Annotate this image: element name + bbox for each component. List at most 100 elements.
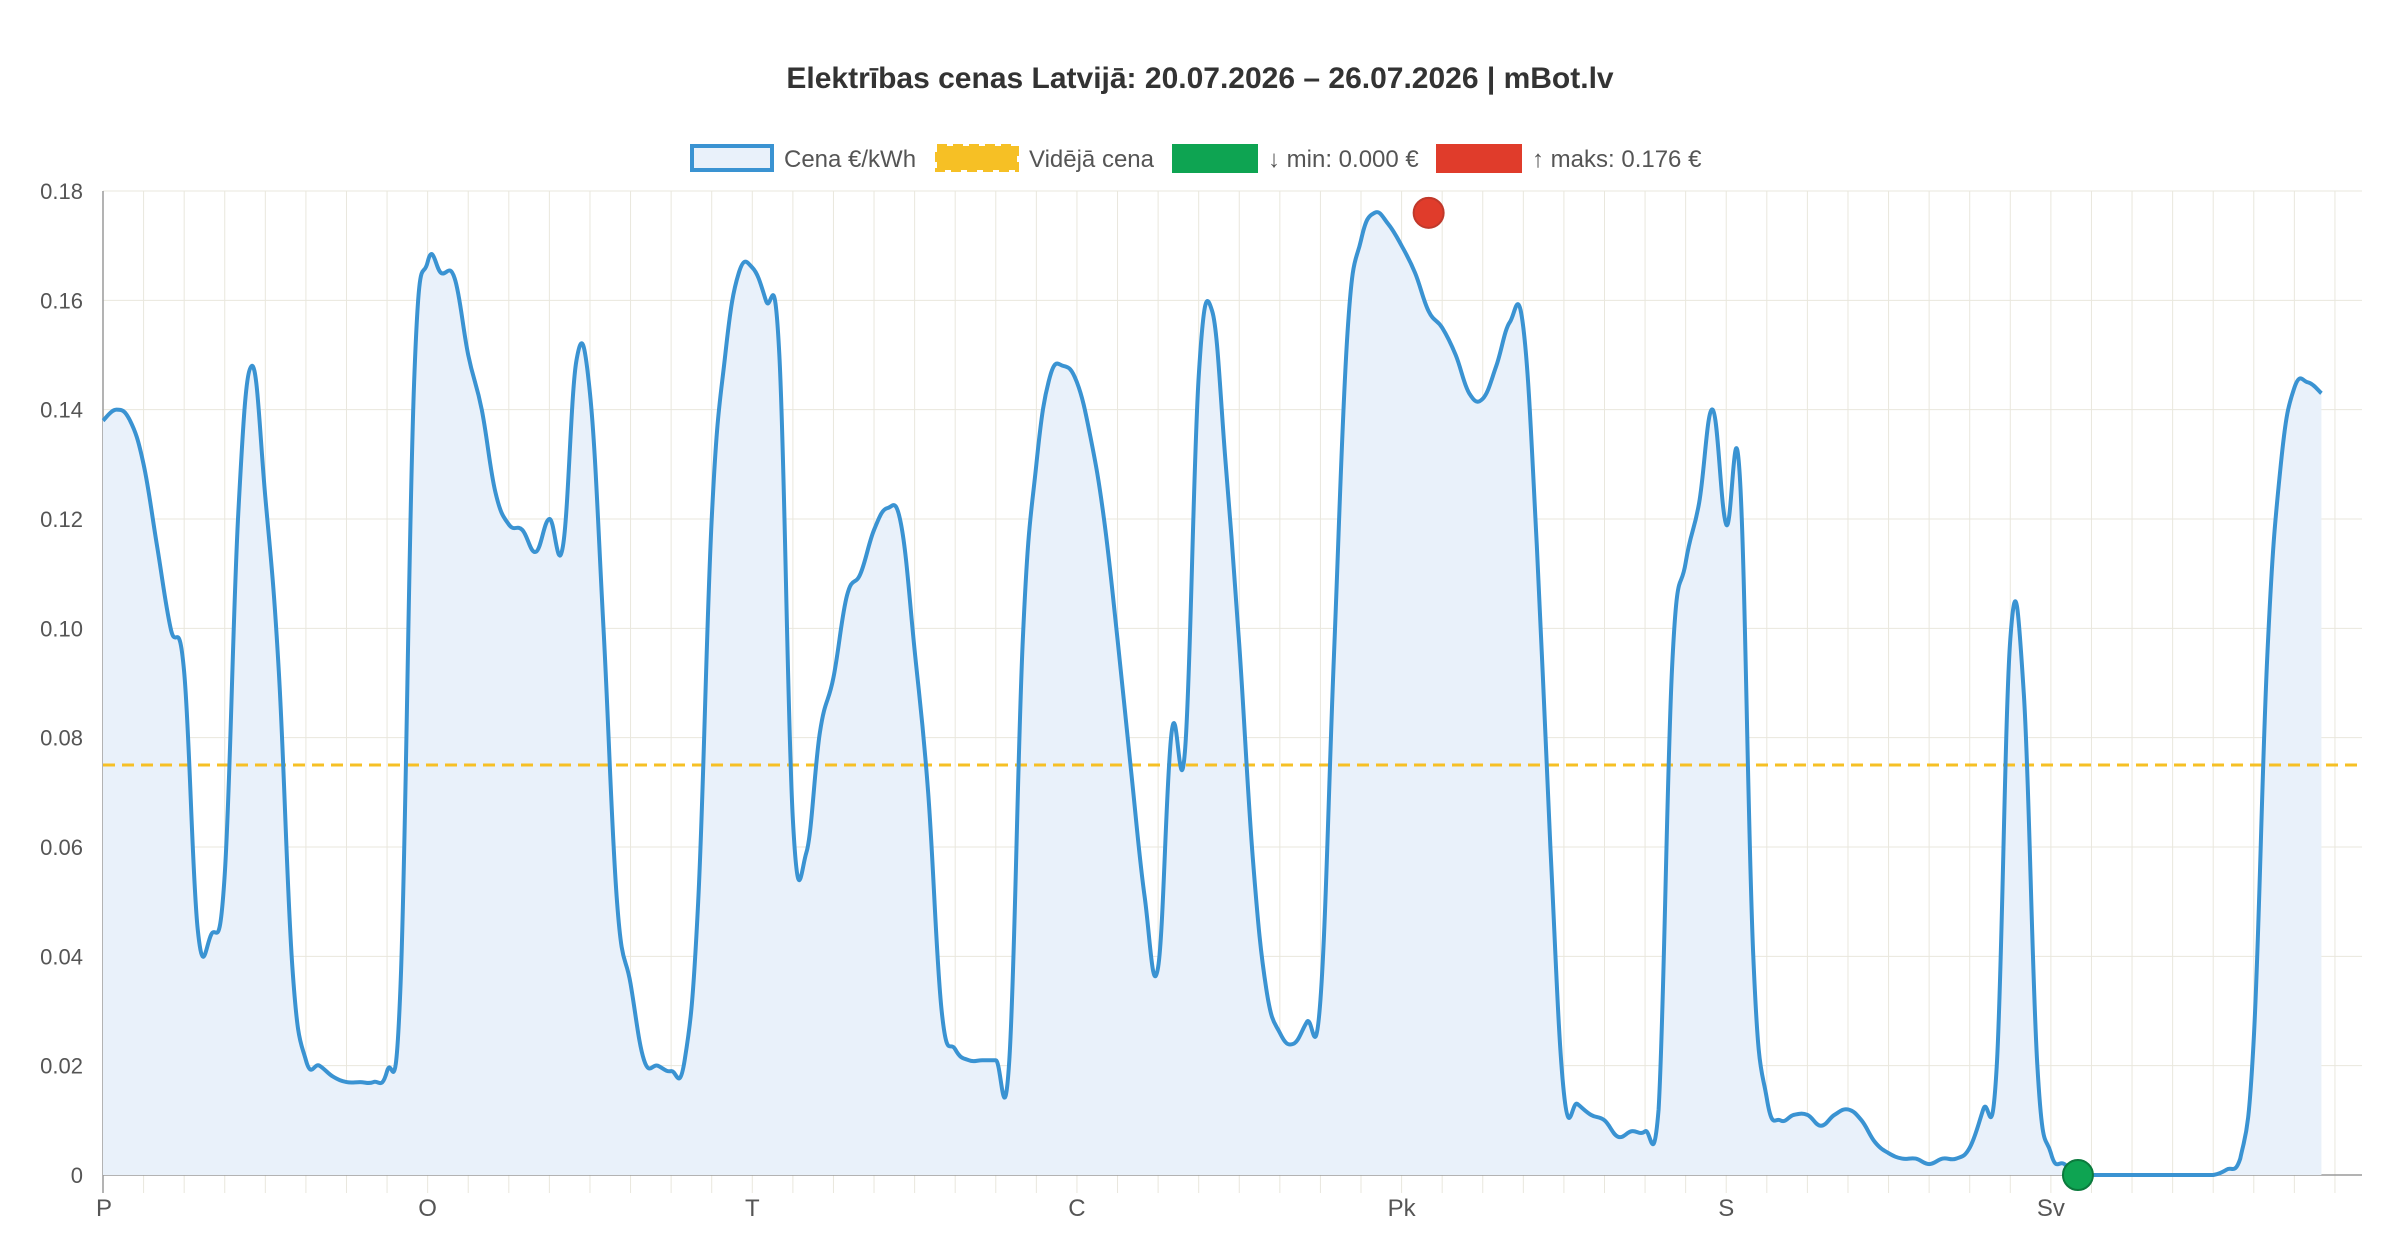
x-tick-label: O	[418, 1195, 437, 1222]
price-point	[737, 271, 741, 275]
legend-swatch-average	[935, 144, 1019, 172]
price-point	[250, 364, 254, 368]
y-tick-label: 0.04	[40, 944, 83, 969]
price-point	[1575, 1102, 1579, 1106]
price-point	[290, 965, 294, 969]
price-point	[2198, 1173, 2202, 1177]
price-point	[1251, 856, 1255, 860]
price-point	[1968, 1146, 1972, 1150]
price-point	[1535, 544, 1539, 548]
price-point	[1995, 1064, 1999, 1068]
price-point	[453, 276, 457, 280]
price-point	[2279, 462, 2283, 466]
price-point	[1197, 375, 1201, 379]
price-point	[399, 982, 403, 986]
price-point	[994, 1058, 998, 1062]
price-point	[385, 1069, 389, 1073]
price-point	[1440, 326, 1444, 330]
price-point	[1021, 637, 1025, 641]
price-point	[1887, 1151, 1891, 1155]
price-point	[223, 872, 227, 876]
price-point	[669, 1069, 673, 1073]
price-point	[1602, 1118, 1606, 1122]
y-tick-label: 0.06	[40, 835, 83, 860]
price-point	[1508, 320, 1512, 324]
price-point	[263, 495, 267, 499]
x-axis: P O T C Pk S Sv	[96, 1174, 2362, 1222]
y-tick-label: 0.12	[40, 507, 83, 532]
price-point	[1264, 987, 1268, 991]
price-point	[2211, 1173, 2215, 1177]
price-point	[507, 522, 511, 526]
price-point	[1088, 435, 1092, 439]
legend-label-min: ↓ min: 0.000 €	[1268, 146, 1419, 173]
price-point	[2265, 654, 2269, 658]
x-tick-label: S	[1718, 1195, 1734, 1222]
price-point	[344, 1080, 348, 1084]
legend: Cena €/kWh Vidējā cena ↓ min: 0.000 € ↑ …	[690, 144, 1702, 173]
price-point	[1373, 211, 1377, 215]
price-point	[1860, 1118, 1864, 1122]
price-point	[588, 391, 592, 395]
y-tick-label: 0.02	[40, 1054, 83, 1079]
legend-label-price: Cena €/kWh	[784, 146, 916, 173]
price-point	[926, 790, 930, 794]
price-point	[804, 850, 808, 854]
price-point	[953, 1047, 957, 1051]
price-point	[1751, 954, 1755, 958]
price-point	[182, 670, 186, 674]
price-point	[1170, 730, 1174, 734]
price-point	[331, 1075, 335, 1079]
legend-swatch-max	[1436, 144, 1522, 173]
price-point	[1061, 364, 1065, 368]
price-point	[1765, 1096, 1769, 1100]
price-point	[1210, 309, 1214, 313]
price-point	[859, 572, 863, 576]
price-point	[209, 932, 213, 936]
price-point	[2008, 637, 2012, 641]
price-point	[750, 266, 754, 270]
price-point	[1792, 1113, 1796, 1117]
price-point	[831, 676, 835, 680]
price-point	[2130, 1173, 2134, 1177]
y-tick-label: 0.14	[40, 398, 83, 423]
price-point	[1589, 1113, 1593, 1117]
price-point	[561, 544, 565, 548]
price-point	[1941, 1157, 1945, 1161]
price-point	[1548, 845, 1552, 849]
price-point	[2103, 1173, 2107, 1177]
y-tick-label: 0	[71, 1163, 83, 1188]
price-point	[426, 260, 430, 264]
price-point	[277, 670, 281, 674]
price-point	[2225, 1168, 2229, 1172]
price-point	[128, 419, 132, 423]
price-point	[1711, 408, 1715, 412]
price-point	[886, 506, 890, 510]
price-point	[317, 1064, 321, 1068]
price-point	[1643, 1129, 1647, 1133]
price-point	[1129, 768, 1133, 772]
price-point	[1846, 1107, 1850, 1111]
price-point	[710, 517, 714, 521]
price-point	[1670, 665, 1674, 669]
legend-swatch-price	[690, 144, 774, 172]
price-point	[2292, 386, 2296, 390]
price-point	[1075, 380, 1079, 384]
price-point	[304, 1058, 308, 1062]
price-point	[493, 490, 497, 494]
price-point	[372, 1080, 376, 1084]
legend-label-average: Vidējā cena	[1029, 146, 1155, 173]
price-point	[1359, 238, 1363, 242]
price-point	[1900, 1157, 1904, 1161]
price-point	[2157, 1173, 2161, 1177]
price-point	[142, 462, 146, 466]
price-point	[967, 1058, 971, 1062]
price-point	[696, 900, 700, 904]
price-point	[1927, 1162, 1931, 1166]
price-point	[1102, 517, 1106, 521]
price-point	[1427, 309, 1431, 313]
price-point	[2306, 380, 2310, 384]
chart-title: Elektrības cenas Latvijā: 20.07.2026 – 2…	[786, 62, 1614, 95]
price-point	[534, 550, 538, 554]
